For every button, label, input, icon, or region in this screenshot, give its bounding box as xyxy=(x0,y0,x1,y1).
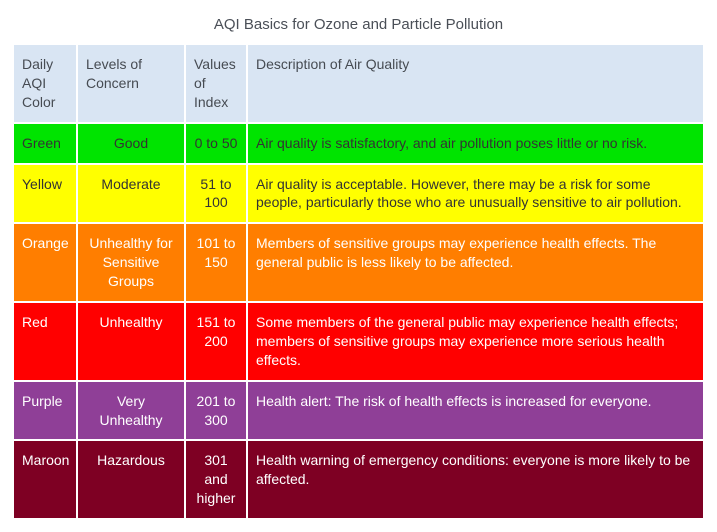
cell-color: Red xyxy=(14,303,76,380)
cell-level: Moderate xyxy=(78,165,184,223)
col-header-color: Daily AQI Color xyxy=(14,45,76,122)
table-title: AQI Basics for Ozone and Particle Pollut… xyxy=(12,16,705,33)
cell-color: Yellow xyxy=(14,165,76,223)
cell-values: 151 to 200 xyxy=(186,303,246,380)
table-row: MaroonHazardous301 and higherHealth warn… xyxy=(14,441,703,518)
table-row: OrangeUnhealthy for Sensitive Groups101 … xyxy=(14,224,703,301)
cell-values: 301 and higher xyxy=(186,441,246,518)
col-header-desc: Description of Air Quality xyxy=(248,45,703,122)
cell-values: 201 to 300 xyxy=(186,382,246,440)
table-row: GreenGood0 to 50Air quality is satisfact… xyxy=(14,124,703,163)
cell-color: Green xyxy=(14,124,76,163)
col-header-level: Levels of Concern xyxy=(78,45,184,122)
table-header-row: Daily AQI Color Levels of Concern Values… xyxy=(14,45,703,122)
cell-level: Good xyxy=(78,124,184,163)
cell-color: Purple xyxy=(14,382,76,440)
cell-values: 51 to 100 xyxy=(186,165,246,223)
cell-level: Very Unhealthy xyxy=(78,382,184,440)
col-header-values: Values of Index xyxy=(186,45,246,122)
cell-values: 101 to 150 xyxy=(186,224,246,301)
table-row: RedUnhealthy151 to 200Some members of th… xyxy=(14,303,703,380)
cell-values: 0 to 50 xyxy=(186,124,246,163)
cell-desc: Some members of the general public may e… xyxy=(248,303,703,380)
cell-desc: Health alert: The risk of health effects… xyxy=(248,382,703,440)
cell-level: Unhealthy xyxy=(78,303,184,380)
cell-desc: Air quality is acceptable. However, ther… xyxy=(248,165,703,223)
cell-desc: Air quality is satisfactory, and air pol… xyxy=(248,124,703,163)
cell-color: Orange xyxy=(14,224,76,301)
cell-desc: Health warning of emergency conditions: … xyxy=(248,441,703,518)
table-row: YellowModerate51 to 100Air quality is ac… xyxy=(14,165,703,223)
cell-level: Unhealthy for Sensitive Groups xyxy=(78,224,184,301)
cell-level: Hazardous xyxy=(78,441,184,518)
cell-desc: Members of sensitive groups may experien… xyxy=(248,224,703,301)
cell-color: Maroon xyxy=(14,441,76,518)
aqi-table: Daily AQI Color Levels of Concern Values… xyxy=(12,43,705,520)
table-row: PurpleVery Unhealthy201 to 300Health ale… xyxy=(14,382,703,440)
